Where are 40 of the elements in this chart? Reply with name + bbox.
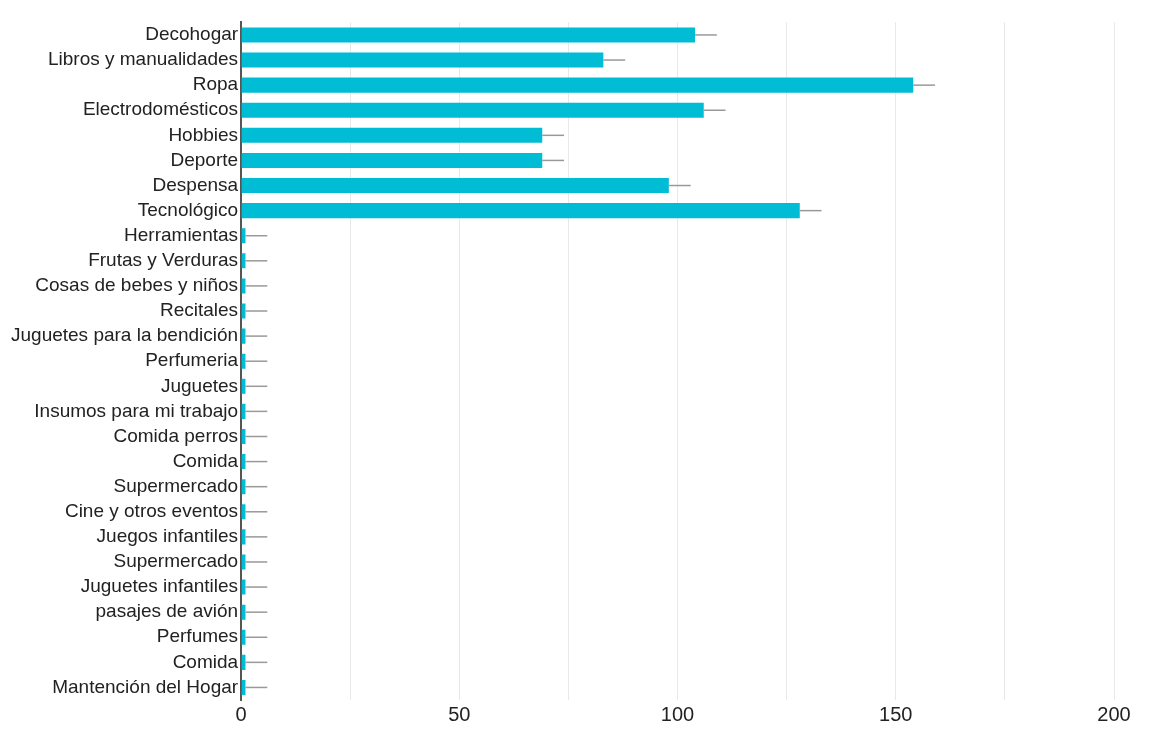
y-tick-label: Juguetes infantiles xyxy=(80,575,239,597)
bar xyxy=(241,127,543,143)
bar xyxy=(241,52,604,68)
y-tick-label: Herramientas xyxy=(124,223,239,245)
y-tick-label: Ropa xyxy=(192,73,239,95)
y-tick-label: Comida xyxy=(172,449,239,471)
y-tick-label: Decohogar xyxy=(145,23,239,45)
bar xyxy=(241,27,696,43)
y-tick-label: Comida xyxy=(172,650,239,672)
y-tick-label: Cine y otros eventos xyxy=(64,500,239,522)
y-tick-label: Juguetes xyxy=(160,374,239,396)
x-tick-label: 50 xyxy=(448,702,471,725)
y-tick-label: Frutas y Verduras xyxy=(88,249,239,271)
y-tick-label: Cosas de bebes y niños xyxy=(35,274,239,296)
y-tick-label: Mantención del Hogar xyxy=(52,675,239,697)
bar xyxy=(241,102,704,118)
y-tick-label: Juegos infantiles xyxy=(96,525,239,547)
bar xyxy=(241,203,800,219)
bar xyxy=(241,77,914,93)
x-tick-label: 100 xyxy=(660,702,695,725)
x-tick-label: 200 xyxy=(1097,702,1131,725)
bar xyxy=(241,178,669,194)
y-tick-label: Comida perros xyxy=(113,424,239,446)
bar xyxy=(241,152,543,168)
y-tick-label: pasajes de avión xyxy=(95,600,239,622)
y-tick-label: Insumos para mi trabajo xyxy=(34,399,239,421)
y-tick-label: Libros y manualidades xyxy=(47,48,239,70)
y-tick-label: Perfumeria xyxy=(145,349,239,371)
x-tick-label: 150 xyxy=(879,702,913,725)
y-tick-label: Hobbies xyxy=(168,123,239,145)
y-tick-label: Supermercado xyxy=(113,474,239,496)
y-tick-label: Deporte xyxy=(170,148,239,170)
x-tick-label: 0 xyxy=(235,702,247,725)
y-tick-label: Tecnológico xyxy=(137,198,239,220)
y-tick-label: Recitales xyxy=(159,299,239,321)
y-tick-label: Perfumes xyxy=(156,625,239,647)
y-tick-label: Supermercado xyxy=(113,550,239,572)
y-tick-label: Electrodomésticos xyxy=(82,98,239,120)
y-tick-label: Juguetes para la bendición xyxy=(11,324,239,346)
y-tick-label: Despensa xyxy=(152,173,239,195)
